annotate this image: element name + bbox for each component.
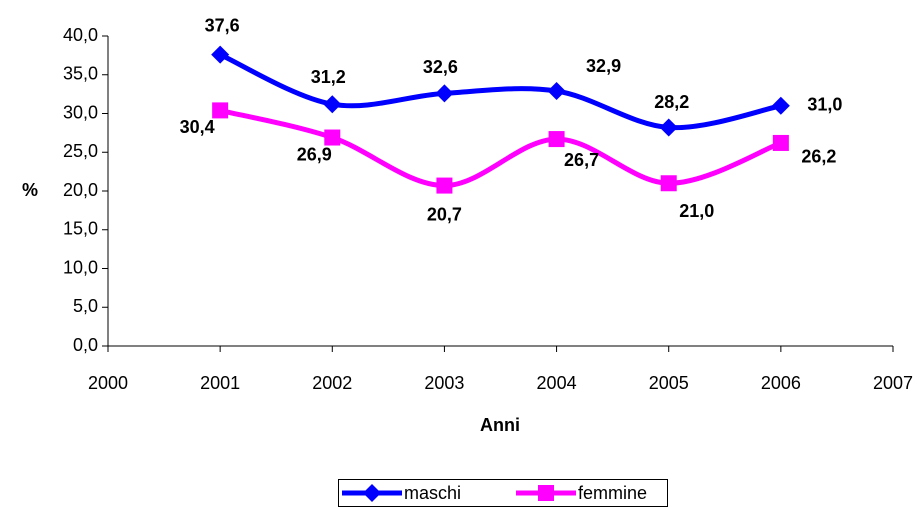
legend-marker	[363, 484, 381, 502]
data-label: 31,2	[311, 67, 346, 87]
data-label: 21,0	[679, 201, 714, 221]
marker	[771, 96, 790, 115]
marker	[659, 118, 678, 137]
data-label: 37,6	[205, 15, 240, 35]
marker	[212, 102, 229, 119]
legend-label: femmine	[578, 483, 647, 503]
y-tick-label: 20,0	[63, 180, 98, 200]
x-axis-title: Anni	[480, 415, 520, 435]
data-label: 26,7	[564, 150, 599, 170]
x-tick-label: 2003	[424, 373, 464, 393]
series-line	[219, 52, 782, 131]
x-tick-label: 2005	[649, 373, 689, 393]
legend-marker	[538, 485, 554, 501]
x-tick-label: 2002	[312, 373, 352, 393]
data-label: 32,6	[423, 57, 458, 77]
marker	[772, 134, 789, 151]
marker	[211, 45, 230, 64]
x-tick-label: 2001	[200, 373, 240, 393]
marker	[547, 82, 566, 101]
x-tick-label: 2004	[537, 373, 577, 393]
legend-label: maschi	[404, 483, 461, 503]
y-tick-label: 25,0	[63, 141, 98, 161]
marker	[660, 175, 677, 192]
marker	[548, 131, 565, 148]
y-tick-label: 40,0	[63, 25, 98, 45]
x-tick-label: 2000	[88, 373, 128, 393]
marker	[435, 84, 454, 103]
data-label: 28,2	[654, 92, 689, 112]
data-label: 20,7	[427, 204, 462, 224]
marker	[323, 95, 342, 114]
data-label: 32,9	[586, 56, 621, 76]
x-tick-label: 2006	[761, 373, 801, 393]
x-tick-label: 2007	[873, 373, 913, 393]
data-label: 26,2	[801, 147, 836, 167]
y-tick-label: 35,0	[63, 64, 98, 84]
y-tick-label: 0,0	[73, 335, 98, 355]
y-tick-label: 30,0	[63, 102, 98, 122]
data-label: 26,9	[297, 144, 332, 164]
y-tick-label: 15,0	[63, 219, 98, 239]
data-label: 31,0	[807, 95, 842, 115]
marker	[324, 129, 341, 146]
marker	[436, 177, 453, 194]
y-axis-title: %	[22, 180, 38, 200]
y-tick-label: 5,0	[73, 296, 98, 316]
y-tick-label: 10,0	[63, 257, 98, 277]
data-label: 30,4	[180, 117, 215, 137]
